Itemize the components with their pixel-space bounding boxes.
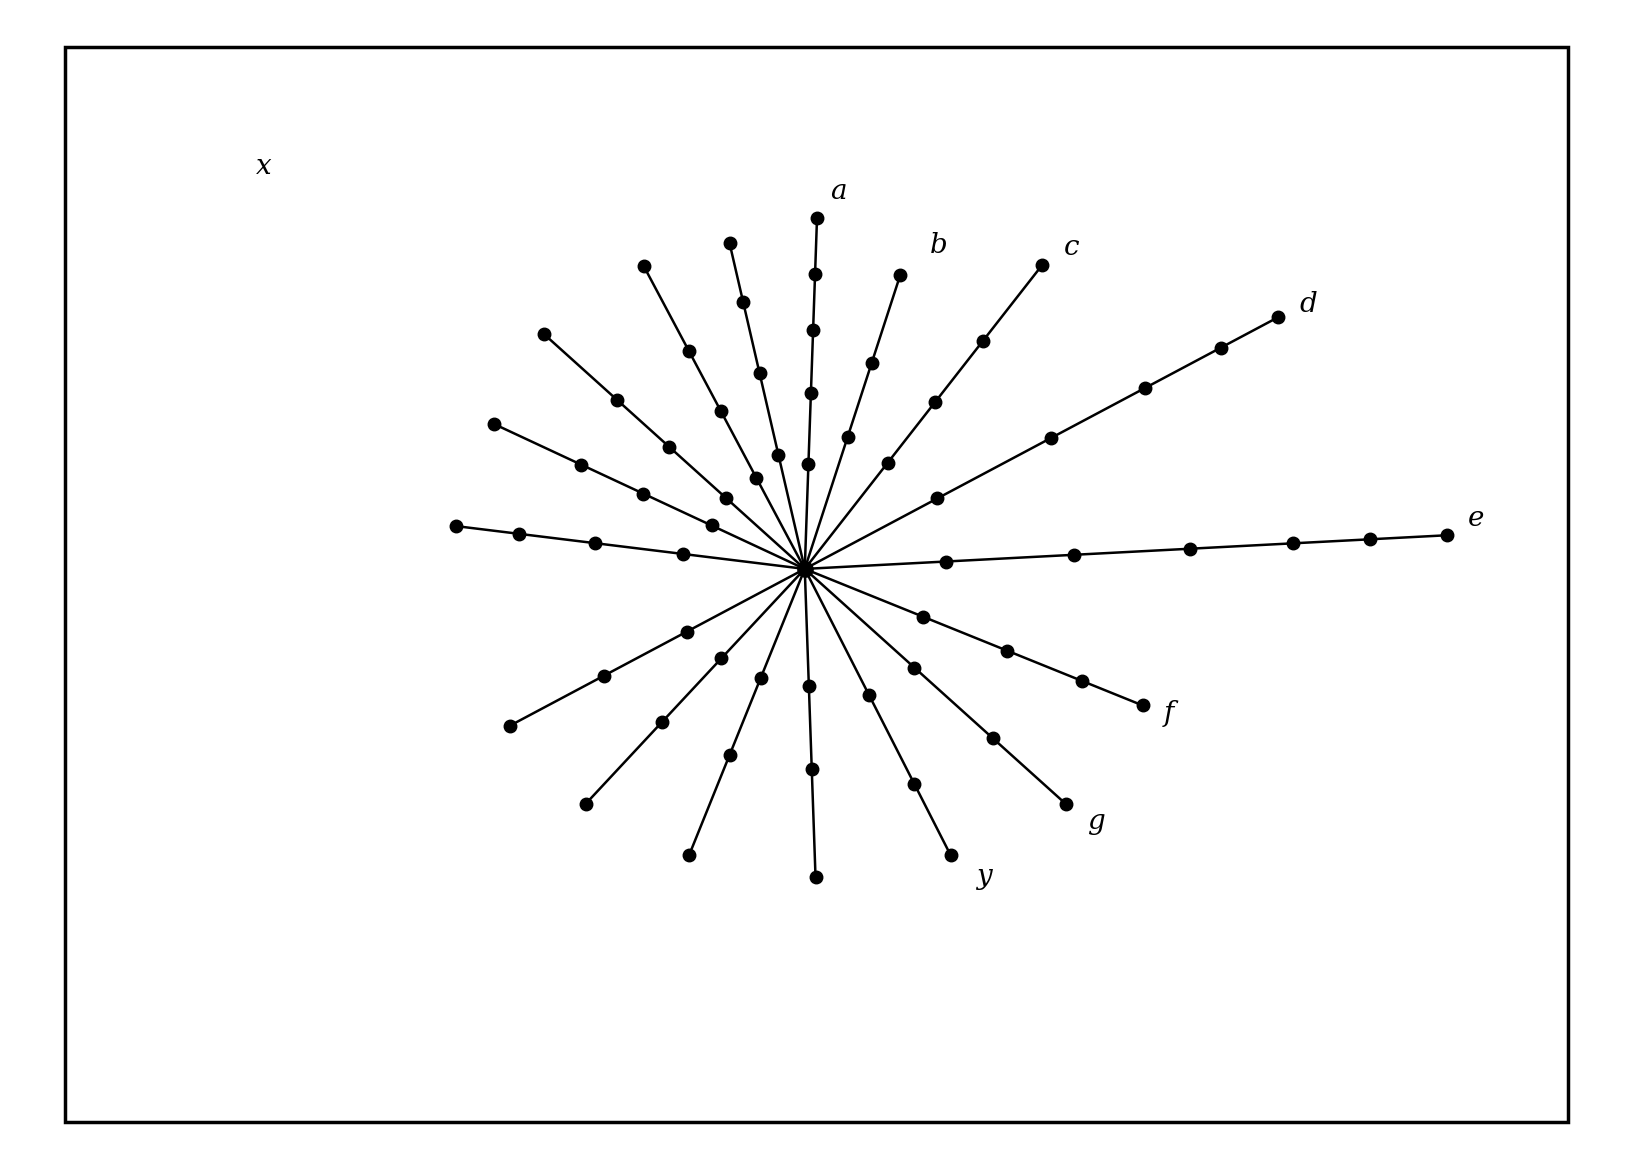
Text: d: d: [1299, 291, 1317, 318]
Text: c: c: [1062, 234, 1079, 262]
Text: f: f: [1164, 700, 1173, 727]
Text: x: x: [256, 153, 271, 180]
Text: b: b: [930, 231, 947, 258]
Text: e: e: [1467, 505, 1483, 532]
Text: a: a: [829, 179, 845, 206]
Text: g: g: [1087, 808, 1105, 835]
Text: y: y: [976, 863, 992, 891]
